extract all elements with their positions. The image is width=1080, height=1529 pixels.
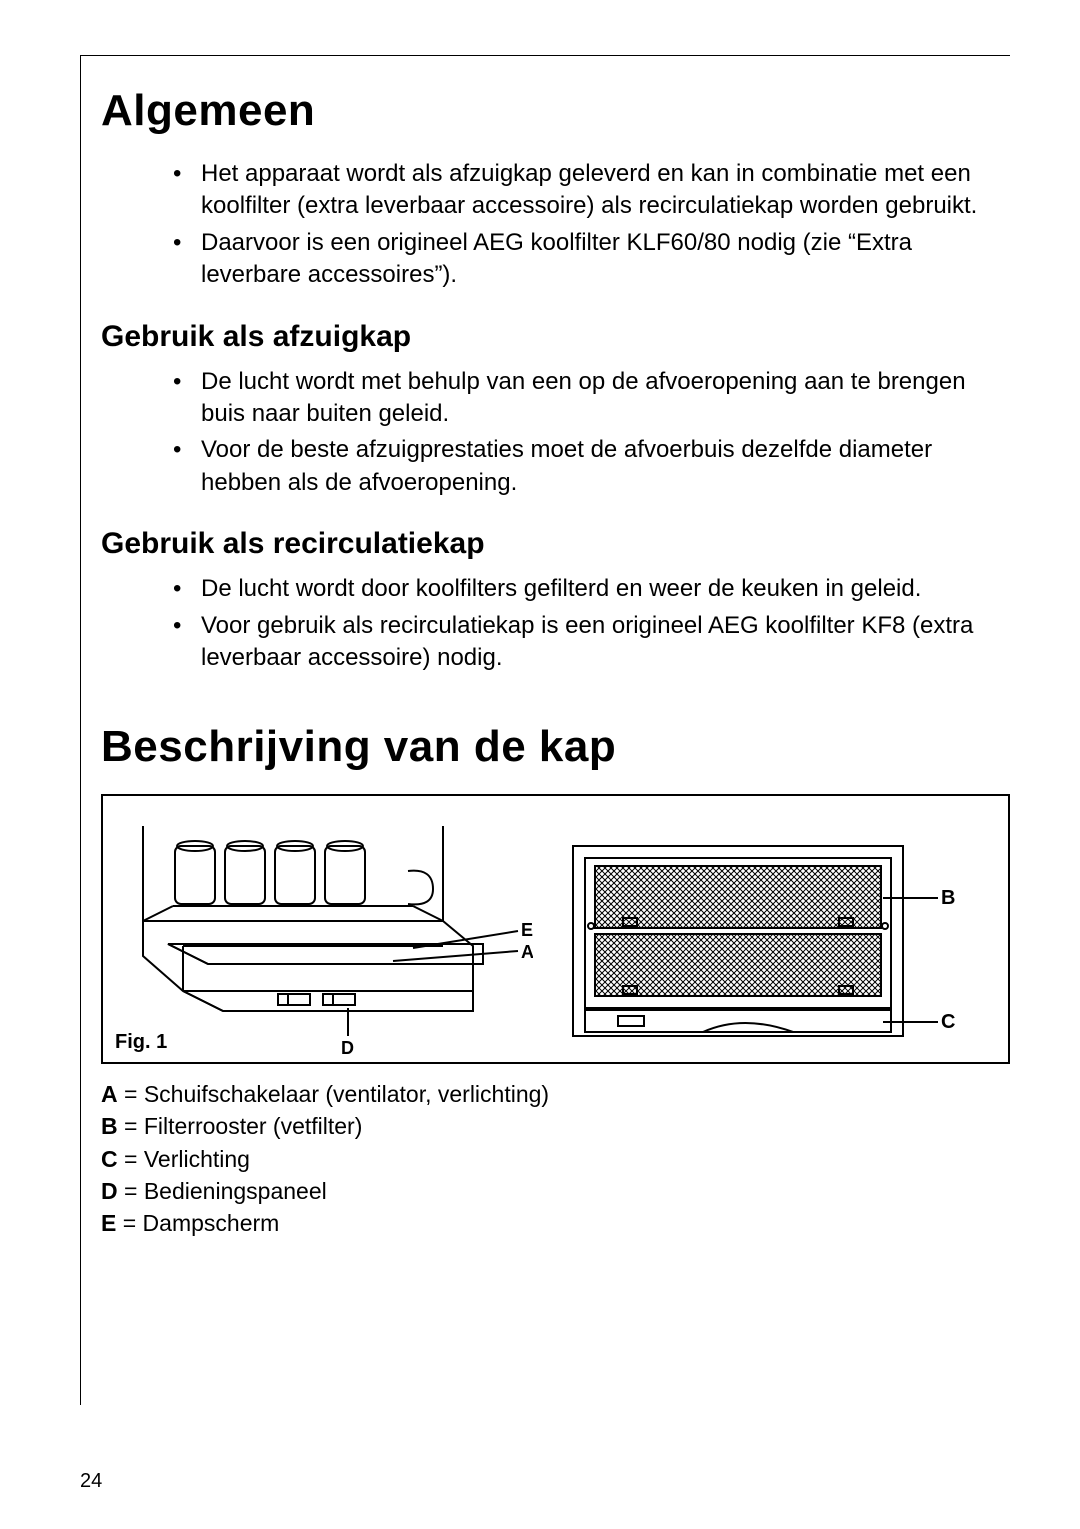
- legend-row: B = Filterrooster (vetfilter): [101, 1110, 1010, 1142]
- subheading-recirculatiekap: Gebruik als recirculatiekap: [101, 527, 1010, 561]
- subheading-afzuigkap: Gebruik als afzuigkap: [101, 320, 1010, 354]
- figure-left-drawing: E A D: [113, 826, 533, 1056]
- figure-label-a: A: [521, 942, 533, 962]
- list-item: De lucht wordt door koolfilters gefilter…: [173, 573, 1010, 605]
- afzuigkap-list: De lucht wordt met behulp van een op de …: [101, 366, 1010, 500]
- heading-beschrijving: Beschrijving van de kap: [101, 722, 1010, 772]
- figure-label-c: C: [941, 1011, 955, 1033]
- list-item: Voor de beste afzuigprestaties moet de a…: [173, 434, 1010, 499]
- list-item: Daarvoor is een origineel AEG koolfilter…: [173, 227, 1010, 292]
- legend-row: C = Verlichting: [101, 1143, 1010, 1175]
- figure-right-drawing: B C: [563, 826, 963, 1056]
- recirculatiekap-list: De lucht wordt door koolfilters gefilter…: [101, 573, 1010, 674]
- figure-label-d: D: [341, 1038, 354, 1056]
- legend-row: D = Bedieningspaneel: [101, 1175, 1010, 1207]
- figure-1-box: E A D: [101, 794, 1010, 1064]
- legend-row: A = Schuifschakelaar (ventilator, verlic…: [101, 1078, 1010, 1110]
- figure-label-b: B: [941, 887, 955, 909]
- figure-caption: Fig. 1: [115, 1031, 167, 1054]
- heading-algemeen: Algemeen: [101, 86, 1010, 136]
- intro-list: Het apparaat wordt als afzuigkap gelever…: [101, 158, 1010, 292]
- list-item: Het apparaat wordt als afzuigkap gelever…: [173, 158, 1010, 223]
- figure-label-e: E: [521, 920, 533, 940]
- legend-row: E = Dampscherm: [101, 1207, 1010, 1239]
- page-number: 24: [80, 1470, 102, 1493]
- legend: A = Schuifschakelaar (ventilator, verlic…: [101, 1078, 1010, 1239]
- list-item: De lucht wordt met behulp van een op de …: [173, 366, 1010, 431]
- list-item: Voor gebruik als recirculatiekap is een …: [173, 610, 1010, 675]
